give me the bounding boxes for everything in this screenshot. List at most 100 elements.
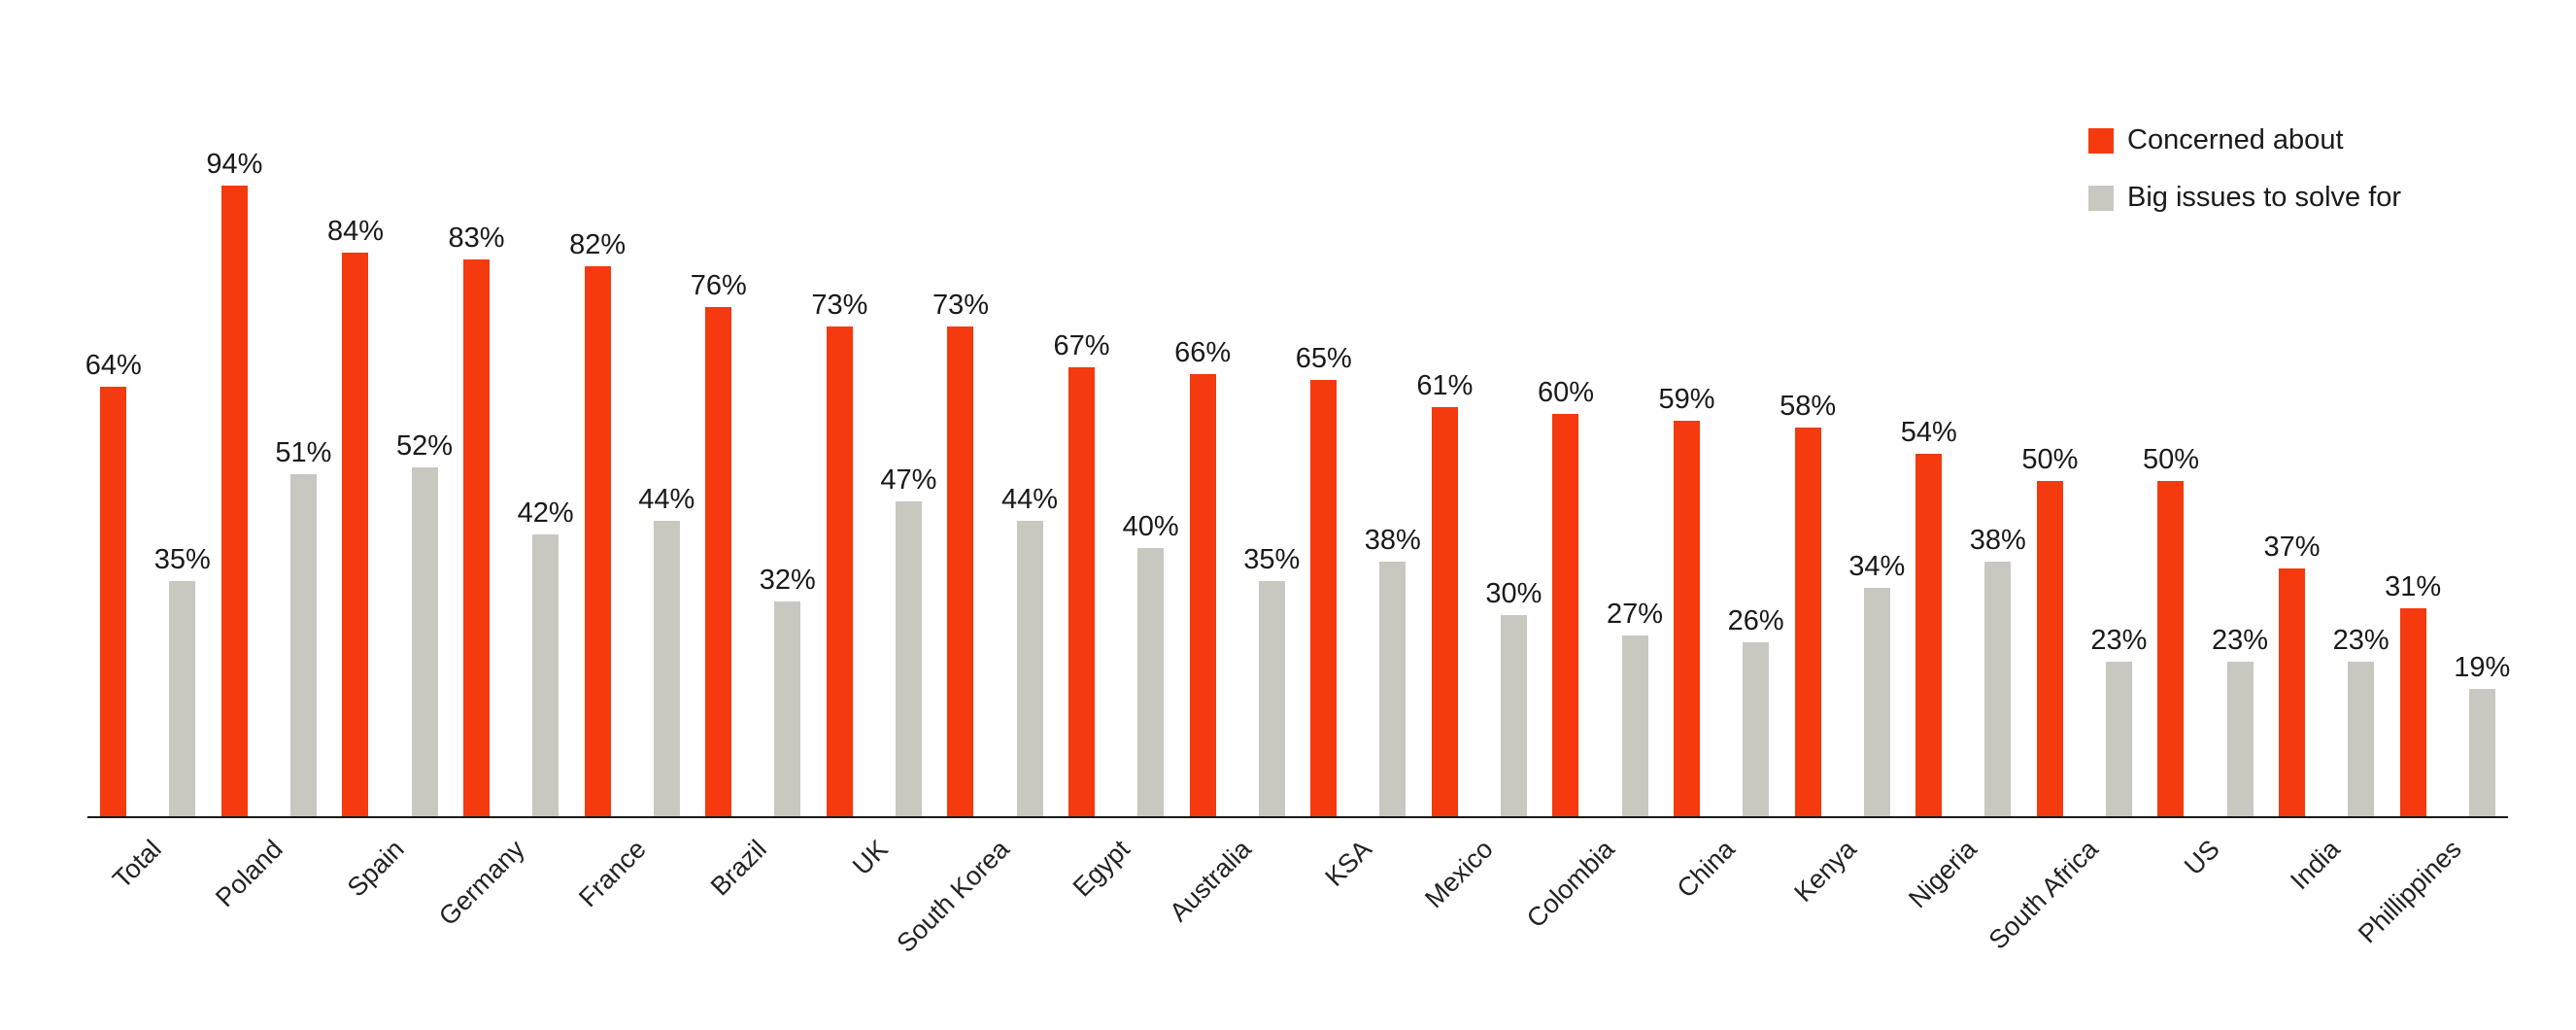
bar-value-label: 38% bbox=[1969, 525, 2026, 556]
big-issues-column-south-korea: 44% bbox=[1001, 486, 1058, 816]
bar-value-label: 64% bbox=[85, 350, 142, 381]
bar-group-uk: 73% 47% bbox=[811, 0, 936, 816]
bar-big-issues-colombia bbox=[1621, 635, 1648, 816]
big-issues-column-france: 44% bbox=[638, 486, 695, 816]
bar-value-label: 60% bbox=[1537, 377, 1594, 408]
bar-value-label: 37% bbox=[2263, 532, 2321, 563]
bar-group-china: 59% 26% bbox=[1659, 0, 1784, 816]
bar-concerned-about-uk bbox=[826, 326, 853, 816]
bar-value-label: 30% bbox=[1485, 578, 1542, 609]
big-issues-column-colombia: 27% bbox=[1607, 601, 1663, 816]
big-issues-column-south-africa: 23% bbox=[2090, 627, 2147, 816]
bar-group-australia: 66% 35% bbox=[1174, 0, 1300, 816]
bar-big-issues-china bbox=[1743, 642, 1770, 816]
bar-value-label: 94% bbox=[206, 149, 263, 180]
legend-item-big-issues: Big issues to solve for bbox=[2088, 182, 2401, 214]
legend: Concerned about Big issues to solve for bbox=[2088, 124, 2401, 214]
bar-value-label: 66% bbox=[1174, 337, 1232, 368]
legend-label-big-issues: Big issues to solve for bbox=[2127, 182, 2402, 213]
big-issues-column-australia: 35% bbox=[1243, 546, 1300, 816]
concerned-about-column-south-korea: 73% bbox=[932, 292, 989, 816]
bar-group-france: 82% 44% bbox=[569, 0, 695, 816]
bar-value-label: 58% bbox=[1779, 391, 1837, 422]
bar-value-label: 23% bbox=[2211, 625, 2269, 656]
concerned-about-column-brazil: 76% bbox=[691, 272, 747, 816]
bar-concerned-about-nigeria bbox=[1915, 454, 1943, 816]
bar-value-label: 67% bbox=[1053, 330, 1110, 361]
bar-concerned-about-spain bbox=[342, 253, 369, 816]
concerned-about-column-germany: 83% bbox=[449, 224, 505, 816]
legend-swatch-concerned-about bbox=[2088, 127, 2114, 154]
concerned-about-column-india: 37% bbox=[2264, 533, 2321, 816]
big-issues-column-uk: 47% bbox=[880, 466, 936, 816]
bar-big-issues-germany bbox=[532, 534, 559, 816]
legend-item-concerned-about: Concerned about bbox=[2088, 124, 2401, 156]
bar-concerned-about-south-africa bbox=[2036, 481, 2063, 816]
bar-value-label: 44% bbox=[1000, 484, 1059, 515]
bar-concerned-about-poland bbox=[220, 186, 248, 816]
bar-value-label: 38% bbox=[1364, 525, 1421, 556]
bar-big-issues-south-africa bbox=[2105, 662, 2132, 816]
bar-value-label: 34% bbox=[1848, 551, 1906, 582]
bar-value-label: 23% bbox=[2332, 625, 2390, 656]
big-issues-column-mexico: 30% bbox=[1485, 580, 1542, 816]
bar-big-issues-australia bbox=[1258, 581, 1285, 816]
big-issues-column-ksa: 38% bbox=[1365, 527, 1421, 816]
concerned-about-column-australia: 66% bbox=[1174, 339, 1231, 816]
bar-big-issues-india bbox=[2348, 662, 2375, 816]
bar-value-label: 73% bbox=[932, 290, 989, 321]
bar-big-issues-egypt bbox=[1137, 548, 1165, 816]
big-issues-column-phillippines: 19% bbox=[2454, 654, 2510, 816]
bar-group-ksa: 65% 38% bbox=[1296, 0, 1421, 816]
bar-concerned-about-us bbox=[2157, 481, 2185, 816]
big-issues-column-germany: 42% bbox=[518, 499, 574, 816]
big-issues-column-spain: 52% bbox=[396, 432, 453, 816]
bar-concerned-about-france bbox=[584, 266, 611, 816]
big-issues-column-kenya: 34% bbox=[1848, 553, 1905, 816]
concerned-about-column-france: 82% bbox=[569, 231, 626, 816]
bar-value-label: 26% bbox=[1727, 605, 1784, 636]
bar-big-issues-uk bbox=[895, 501, 922, 816]
concerned-about-column-uk: 73% bbox=[811, 292, 867, 816]
bar-value-label: 59% bbox=[1658, 384, 1715, 415]
big-issues-column-total: 35% bbox=[154, 546, 211, 816]
bar-group-colombia: 60% 27% bbox=[1538, 0, 1663, 816]
big-issues-column-india: 23% bbox=[2333, 627, 2390, 816]
bar-value-label: 44% bbox=[638, 484, 695, 515]
bar-concerned-about-australia bbox=[1189, 374, 1216, 816]
bar-group-us: 50% 23% bbox=[2143, 0, 2268, 816]
concerned-about-column-spain: 84% bbox=[327, 218, 384, 816]
bar-value-label: 73% bbox=[811, 290, 868, 321]
bar-concerned-about-egypt bbox=[1068, 367, 1096, 816]
bar-big-issues-brazil bbox=[774, 601, 801, 816]
bar-value-label: 27% bbox=[1606, 599, 1664, 630]
concerned-about-column-us: 50% bbox=[2143, 446, 2199, 816]
concerned-about-column-total: 64% bbox=[85, 352, 142, 816]
bar-group-total: 64% 35% bbox=[85, 0, 211, 816]
plot-area: 64% 35% 94% 51% 84% 52% 83% 42% 82% 44% 76% 32% 73% 4… bbox=[85, 0, 2510, 818]
x-axis-labels: Total Poland Spain Germany France Brazil UK Sou… bbox=[87, 818, 2508, 1030]
big-issues-column-poland: 51% bbox=[275, 439, 331, 816]
concerned-about-column-phillippines: 31% bbox=[2385, 573, 2441, 816]
bar-group-germany: 83% 42% bbox=[449, 0, 574, 816]
bar-group-mexico: 61% 30% bbox=[1416, 0, 1542, 816]
concerned-about-column-colombia: 60% bbox=[1538, 379, 1594, 816]
bar-value-label: 23% bbox=[2090, 625, 2148, 656]
bar-big-issues-us bbox=[2226, 662, 2254, 816]
concerned-about-column-china: 59% bbox=[1659, 386, 1715, 816]
bar-group-poland: 94% 51% bbox=[206, 0, 331, 816]
concerned-about-column-poland: 94% bbox=[206, 151, 262, 816]
bar-value-label: 19% bbox=[2454, 652, 2511, 683]
big-issues-column-brazil: 32% bbox=[760, 566, 816, 816]
concerned-about-column-kenya: 58% bbox=[1779, 393, 1836, 816]
bar-concerned-about-germany bbox=[463, 259, 491, 816]
concerned-about-column-ksa: 65% bbox=[1296, 345, 1352, 816]
bar-concerned-about-kenya bbox=[1794, 428, 1821, 816]
bar-value-label: 47% bbox=[880, 464, 937, 496]
bar-group-phillippines: 31% 19% bbox=[2385, 0, 2510, 816]
x-axis-label-phillippines: Phillippines bbox=[2352, 834, 2467, 949]
big-issues-column-us: 23% bbox=[2212, 627, 2268, 816]
concerned-about-column-mexico: 61% bbox=[1416, 372, 1473, 816]
bar-big-issues-ksa bbox=[1379, 562, 1407, 816]
bar-value-label: 54% bbox=[1900, 417, 1957, 448]
